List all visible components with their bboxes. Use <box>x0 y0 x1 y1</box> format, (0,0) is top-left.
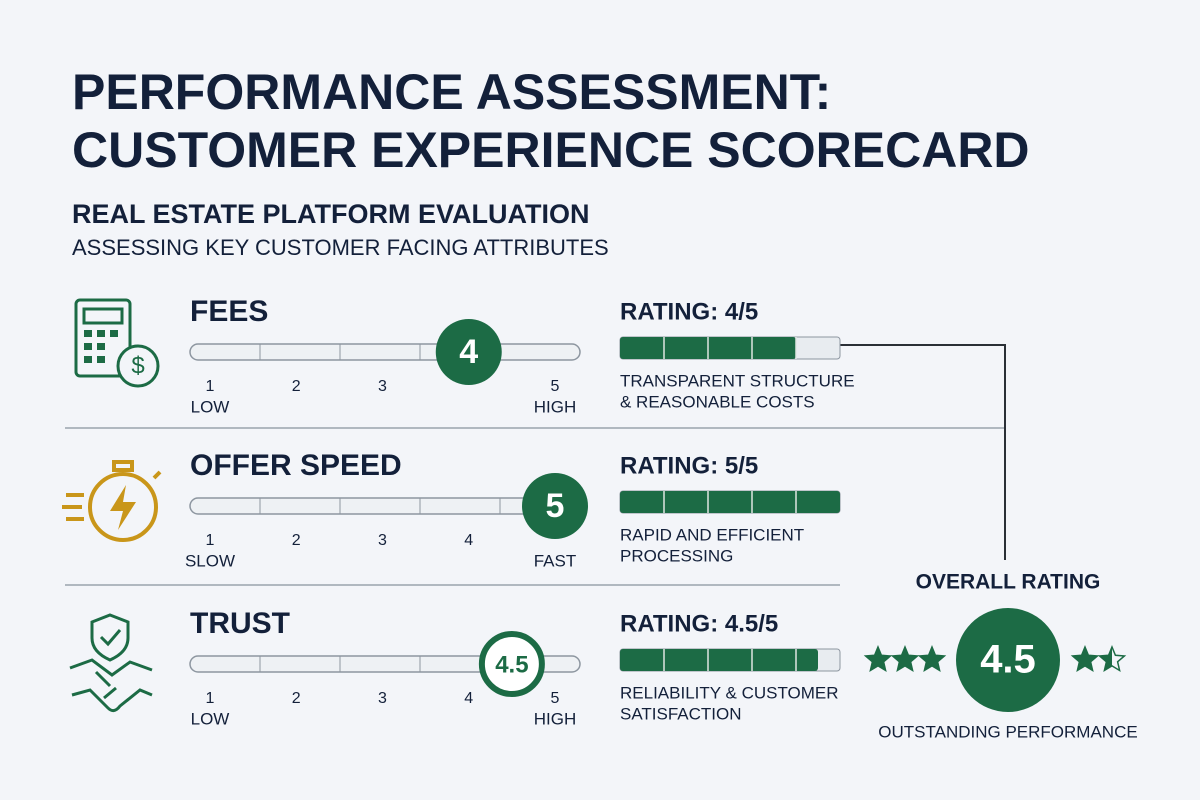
rating-star <box>863 645 893 673</box>
scale-tick-label: 3 <box>378 532 387 549</box>
scale-tick-label: 3 <box>378 690 387 707</box>
scale-tick-label: 2 <box>292 378 301 395</box>
title: PERFORMANCE ASSESSMENT: <box>72 64 831 120</box>
scale-tick-label: 5 <box>551 378 560 395</box>
scale-tick-label: 1 <box>206 690 215 707</box>
scale-tick-label: 4 <box>464 532 473 549</box>
scale-low-label: LOW <box>191 397 230 416</box>
rating-star <box>1070 645 1100 673</box>
scale-tick-label: 2 <box>292 690 301 707</box>
scale-low-label: LOW <box>191 709 230 728</box>
scale-high-label: FAST <box>534 551 577 570</box>
rating-text: RATING: 4.5/5 <box>620 610 778 637</box>
score-value: 5 <box>546 487 565 525</box>
calculator-icon: $ <box>74 298 160 388</box>
rating-text: RATING: 4/5 <box>620 298 758 325</box>
rating-description: PROCESSING <box>620 546 733 565</box>
overall-score: 4.5 <box>980 638 1036 682</box>
scale-tick-label: 4 <box>464 690 473 707</box>
score-marker <box>478 631 545 697</box>
rating-description: RAPID AND EFFICIENT <box>620 525 804 544</box>
connector <box>840 344 1006 560</box>
row-title: TRUST <box>190 607 290 640</box>
stopwatch-icon <box>62 460 162 542</box>
rating-description: RELIABILITY & CUSTOMER <box>620 683 839 702</box>
row-title: FEES <box>190 295 268 328</box>
overall-badge <box>956 608 1060 712</box>
scale-tick-label: 1 <box>206 378 215 395</box>
trust-icon <box>69 613 153 713</box>
title: CUSTOMER EXPERIENCE SCORECARD <box>72 122 1030 178</box>
scale-tick-label: 1 <box>206 532 215 549</box>
rating-description: & REASONABLE COSTS <box>620 392 815 411</box>
slider-track <box>189 497 581 515</box>
svg-text:$: $ <box>131 352 144 379</box>
scale-high-label: HIGH <box>534 709 577 728</box>
rating-star <box>890 645 920 673</box>
scale-tick-label: 5 <box>551 690 560 707</box>
row-title: OFFER SPEED <box>190 449 402 482</box>
rating-description: TRANSPARENT STRUCTURE <box>620 371 855 390</box>
tagline: ASSESSING KEY CUSTOMER FACING ATTRIBUTES <box>72 235 609 260</box>
rating-star <box>917 645 947 673</box>
score-value: 4 <box>459 333 478 371</box>
slider-track <box>189 343 581 361</box>
overall-label: OVERALL RATING <box>916 571 1101 594</box>
overall-caption: OUTSTANDING PERFORMANCE <box>878 722 1137 741</box>
rating-star <box>1097 645 1127 673</box>
score-marker <box>522 473 588 539</box>
scale-tick-label: 3 <box>378 378 387 395</box>
scale-tick-label: 2 <box>292 532 301 549</box>
rating-text: RATING: 5/5 <box>620 452 758 479</box>
rating-bar-fill <box>620 649 818 671</box>
score-marker <box>435 319 502 385</box>
scale-low-label: SLOW <box>185 551 235 570</box>
subtitle: REAL ESTATE PLATFORM EVALUATION <box>72 199 589 229</box>
rating-description: SATISFACTION <box>620 704 742 723</box>
score-value: 4.5 <box>495 651 528 678</box>
rating-bar-fill <box>620 491 840 513</box>
scale-high-label: HIGH <box>534 397 577 416</box>
